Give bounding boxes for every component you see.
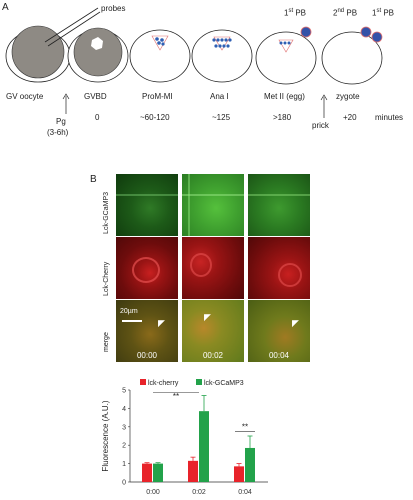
timestamp-t0: 00:00	[136, 351, 158, 360]
ana-i-cell	[191, 29, 253, 83]
significance-marker: **	[242, 422, 248, 431]
stage-name-ana-i: Ana I	[210, 92, 229, 101]
pg-arrow	[62, 93, 70, 114]
first-pb-suffix-zygote: st	[376, 8, 382, 14]
first-pb-text: PB	[293, 8, 307, 18]
timestamp-t4: 00:04	[268, 351, 290, 360]
legend-label-lck-cherry: lck-cherry	[148, 380, 179, 387]
legend-swatch-lck-GCaMP3	[196, 379, 202, 385]
stage-name-gv-oocyte: GV oocyte	[6, 92, 44, 101]
x-tick-label: 0:00	[146, 489, 160, 496]
y-tick-label: 4	[122, 406, 126, 413]
pg-time-label: (3-6h)	[47, 128, 69, 137]
arrowhead-icon: ◤	[158, 318, 165, 328]
stage-time-ana-i: ~125	[212, 113, 231, 122]
gvbd-cell	[67, 27, 129, 83]
micrograph-gcamp3-t4	[248, 174, 310, 236]
micrograph-merge-t2: ◤ 00:02	[182, 300, 244, 362]
micrograph-merge-t0: 20µm ◤ 00:00	[116, 300, 178, 362]
panel-a-letter: A	[2, 2, 9, 13]
y-tick-label: 3	[122, 424, 126, 431]
bar-lck-cherry	[234, 466, 244, 482]
stage-name-prom-mi: ProM-MI	[142, 92, 173, 101]
gv-oocyte-cell	[5, 25, 71, 83]
probes-label: probes	[101, 4, 126, 13]
first-pb-number-zygote: 1	[372, 8, 377, 18]
y-tick-label: 1	[122, 461, 126, 468]
row-label-gcamp3: Lck-GCaMP3	[103, 191, 110, 234]
bar-lck-cherry	[188, 460, 198, 482]
y-tick-label: 0	[122, 480, 126, 487]
arrowhead-icon: ◤	[204, 312, 211, 322]
second-pb-suffix: nd	[337, 8, 345, 14]
micrograph-gcamp3-t2	[182, 174, 244, 236]
met-ii-cell	[255, 26, 317, 85]
second-pb-number: 2	[333, 8, 338, 18]
pg-label: Pg	[56, 117, 66, 126]
second-pb-label-zygote: 2nd PB	[333, 8, 357, 18]
prick-label: prick	[312, 121, 329, 130]
legend-label-lck-GCaMP3: lck-GCaMP3	[204, 380, 244, 387]
row-label-cherry: Lck-Cherry	[103, 261, 110, 296]
bar-lck-cherry	[142, 463, 152, 482]
first-pb-text-zygote: PB	[381, 8, 395, 18]
y-axis-label: Fluorescence (A.U.)	[101, 400, 110, 471]
stage-time-met-ii: >180	[273, 113, 292, 122]
fluorescence-bar-chart: 0 1 2 3 4 5 Fluorescence (A.U.) 0:00 0:02 0:04 ** *…	[101, 379, 268, 496]
bar-lck-GCaMP3	[245, 447, 255, 482]
significance-marker: **	[173, 392, 179, 401]
x-tick-label: 0:02	[192, 489, 206, 496]
stage-time-gvbd: 0	[95, 113, 100, 122]
arrowhead-icon: ◤	[292, 318, 299, 328]
bar-lck-GCaMP3	[199, 411, 209, 482]
y-tick-label: 2	[122, 443, 126, 450]
timestamp-t2: 00:02	[202, 351, 224, 360]
prick-arrow	[320, 94, 328, 118]
scale-bar	[122, 320, 142, 322]
scale-bar-label: 20µm	[120, 308, 138, 315]
minutes-label: minutes	[375, 113, 404, 122]
micrograph-merge-t4: ◤ 00:04	[248, 300, 310, 362]
y-tick-label: 5	[122, 388, 126, 395]
second-pb-text: PB	[344, 8, 358, 18]
first-pb-number: 1	[284, 8, 289, 18]
prom-mi-cell	[129, 29, 191, 83]
micrograph-cherry-t4	[248, 237, 310, 299]
bar-lck-GCaMP3	[153, 463, 163, 482]
stage-time-zygote: +20	[343, 113, 357, 122]
zygote-cell	[321, 26, 383, 85]
first-pb-suffix: st	[288, 8, 294, 14]
panel-a-schematic	[5, 7, 383, 118]
legend-swatch-lck-cherry	[140, 379, 146, 385]
micrograph-gcamp3-t0	[116, 174, 178, 236]
row-label-merge: merge	[103, 332, 110, 352]
micrograph-cherry-t0	[116, 237, 178, 299]
probes-pipette	[44, 7, 101, 47]
panel-b-letter: B	[90, 174, 97, 185]
stage-name-met-ii: Met II (egg)	[264, 92, 305, 101]
stage-name-zygote: zygote	[336, 92, 360, 101]
first-pb-label-met-ii: 1st PB	[284, 8, 306, 18]
stage-name-gvbd: GVBD	[84, 92, 107, 101]
micrograph-cherry-t2	[182, 237, 244, 299]
x-tick-label: 0:04	[238, 489, 252, 496]
stage-time-prom-mi: ~60-120	[140, 113, 170, 122]
first-pb-label-zygote: 1st PB	[372, 8, 394, 18]
